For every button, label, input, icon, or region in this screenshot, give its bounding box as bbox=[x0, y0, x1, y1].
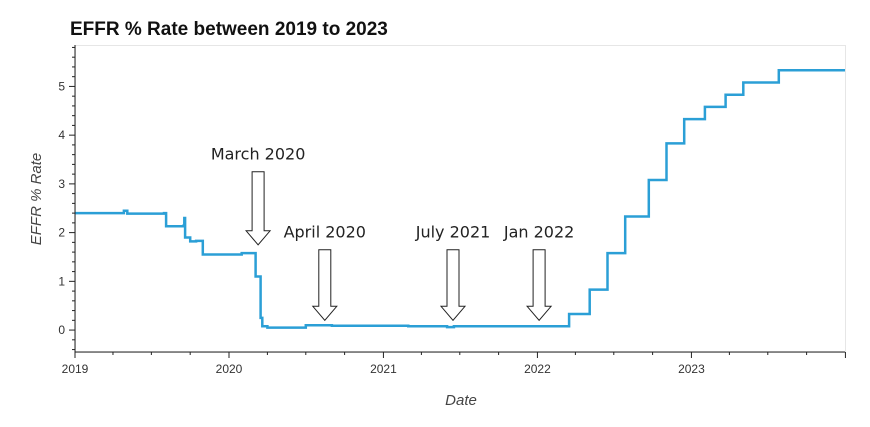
annotation-arrow bbox=[245, 171, 272, 246]
y-axis-label: EFFR % Rate bbox=[28, 153, 45, 246]
y-tick-label: 5 bbox=[58, 79, 65, 93]
y-tick-label: 4 bbox=[58, 128, 65, 142]
y-tick-label: 1 bbox=[58, 274, 65, 288]
annotation-arrow bbox=[526, 249, 553, 322]
x-tick-label: 2019 bbox=[62, 362, 89, 376]
axes: 0 1 2 3 4 5 2019 2020 2021 2022 2023 bbox=[58, 45, 846, 376]
annotations: March 2020 April 2020 July 2021 Jan 2022 bbox=[211, 145, 574, 322]
y-tick-label: 3 bbox=[58, 177, 65, 191]
y-tick-label: 2 bbox=[58, 226, 65, 240]
x-tick-label: 2023 bbox=[678, 362, 705, 376]
x-tick-label: 2022 bbox=[524, 362, 551, 376]
x-tick-label: 2020 bbox=[216, 362, 243, 376]
annotation-label: July 2021 bbox=[415, 223, 491, 242]
series-group bbox=[75, 69, 845, 329]
annotation-label: Jan 2022 bbox=[503, 223, 574, 242]
effr-series-line bbox=[75, 69, 845, 329]
x-axis-label: Date bbox=[445, 392, 477, 409]
annotation-label: March 2020 bbox=[211, 145, 306, 164]
chart-title: EFFR % Rate between 2019 to 2023 bbox=[70, 19, 388, 40]
annotation-label: April 2020 bbox=[284, 223, 366, 242]
annotation-arrow bbox=[439, 249, 467, 322]
x-tick-label: 2021 bbox=[370, 362, 397, 376]
y-tick-label: 0 bbox=[58, 323, 65, 337]
annotation-arrow bbox=[311, 249, 338, 322]
